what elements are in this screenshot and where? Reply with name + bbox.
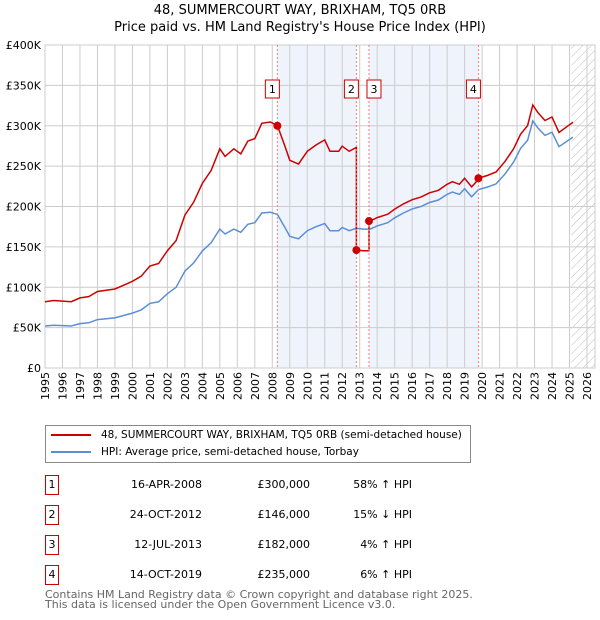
sale-row: 3 12-JUL-2013 £182,000 4% ↑ HPI xyxy=(45,535,445,555)
sale-price: £235,000 xyxy=(257,568,311,581)
sale-point xyxy=(273,121,282,130)
x-tick-label: 2021 xyxy=(494,372,507,400)
legend-swatch xyxy=(51,434,91,436)
sale-point xyxy=(474,174,483,183)
sale-label-box xyxy=(343,79,359,99)
plot-frame xyxy=(44,44,596,369)
x-tick-label: 1998 xyxy=(91,372,104,400)
x-tick-label: 2017 xyxy=(424,372,437,400)
sale-date: 14-OCT-2019 xyxy=(129,568,202,581)
y-tick-label: £250K xyxy=(6,160,42,173)
x-tick-label: 2012 xyxy=(336,372,349,400)
x-tick-label: 2001 xyxy=(144,372,157,400)
y-tick-label: £300K xyxy=(6,120,42,133)
sale-label-box xyxy=(264,79,280,99)
legend-label: HPI: Average price, semi-detached house,… xyxy=(101,446,359,458)
x-tick-label: 2006 xyxy=(231,372,244,400)
x-tick-label: 2025 xyxy=(564,372,577,400)
sale-row: 2 24-OCT-2012 £146,000 15% ↓ HPI xyxy=(45,505,445,525)
price-chart: 1995 1996 1997 1998 1999 2000 2001 2002 2003 2004… xyxy=(6,39,596,400)
x-tick-label: 2009 xyxy=(284,372,297,400)
x-tick-label: 2011 xyxy=(319,372,332,400)
footer-line: Contains HM Land Registry data © Crown c… xyxy=(45,588,473,601)
x-tick-label: 2003 xyxy=(179,372,192,400)
x-tick-label: 1996 xyxy=(56,372,69,400)
x-tick-label: 2015 xyxy=(389,372,402,400)
chart-title: 48, SUMMERCOURT WAY, BRIXHAM, TQ5 0RB xyxy=(153,3,447,18)
chart-subtitle: Price paid vs. HM Land Registry's House … xyxy=(114,20,486,35)
property-line xyxy=(44,103,574,303)
x-tick-label: 2008 xyxy=(266,372,279,400)
sale-number: 4 xyxy=(45,565,59,585)
y-tick-label: £100K xyxy=(6,281,42,294)
legend-label: 48, SUMMERCOURT WAY, BRIXHAM, TQ5 0RB (s… xyxy=(101,429,462,441)
x-tick-label: 2020 xyxy=(476,372,489,400)
y-tick-label: £150K xyxy=(6,241,42,254)
sale-label-box xyxy=(366,79,382,99)
x-tick-label: 2019 xyxy=(459,372,472,400)
sale-label: 3 xyxy=(370,83,377,96)
sale-price: £146,000 xyxy=(257,508,311,521)
x-tick-label: 2024 xyxy=(546,372,559,400)
sale-hpi-diff: 4% ↑ HPI xyxy=(360,538,412,551)
x-tick-label: 1997 xyxy=(74,372,87,400)
x-tick-label: 2007 xyxy=(249,372,262,400)
sale-date: 12-JUL-2013 xyxy=(134,538,202,551)
x-tick-label: 2016 xyxy=(406,372,419,400)
sale-price: £182,000 xyxy=(257,538,311,551)
y-tick-label: £0 xyxy=(27,362,41,375)
x-tick-label: 2000 xyxy=(126,372,139,400)
x-tick-label: 2004 xyxy=(196,372,209,400)
y-tick-label: £400K xyxy=(6,39,42,52)
y-tick-label: £50K xyxy=(13,322,42,335)
x-tick-label: 2005 xyxy=(214,372,227,400)
sale-number: 2 xyxy=(45,505,59,525)
sale-number: 1 xyxy=(45,475,59,495)
sale-label: 1 xyxy=(269,83,276,96)
sale-label: 4 xyxy=(470,83,477,96)
sale-point xyxy=(352,246,361,255)
sale-row: 4 14-OCT-2019 £235,000 6% ↑ HPI xyxy=(45,565,445,585)
legend: 48, SUMMERCOURT WAY, BRIXHAM, TQ5 0RB (s… xyxy=(45,425,471,463)
sale-hpi-diff: 15% ↓ HPI xyxy=(353,508,412,521)
x-tick-label: 2018 xyxy=(441,372,454,400)
legend-item-property: 48, SUMMERCOURT WAY, BRIXHAM, TQ5 0RB (s… xyxy=(51,429,462,441)
y-tick-label: £200K xyxy=(6,201,42,214)
x-tick-label: 2023 xyxy=(529,372,542,400)
sale-row: 1 16-APR-2008 £300,000 58% ↑ HPI xyxy=(45,475,445,495)
sale-point xyxy=(364,217,373,226)
x-tick-label: 2026 xyxy=(581,372,594,400)
hpi-line xyxy=(44,119,574,327)
x-tick-label: 1999 xyxy=(109,372,122,400)
sale-date: 24-OCT-2012 xyxy=(129,508,202,521)
x-tick-label: 1995 xyxy=(39,372,52,400)
sale-number: 3 xyxy=(45,535,59,555)
sale-hpi-diff: 58% ↑ HPI xyxy=(353,478,412,491)
x-tick-label: 2014 xyxy=(371,372,384,400)
sale-date: 16-APR-2008 xyxy=(130,478,202,491)
x-tick-label: 2010 xyxy=(301,372,314,400)
x-tick-label: 2002 xyxy=(161,372,174,400)
footer-line: This data is licensed under the Open Gov… xyxy=(45,598,396,611)
legend-swatch xyxy=(51,451,91,453)
sale-label: 2 xyxy=(348,83,355,96)
y-tick-label: £350K xyxy=(6,79,42,92)
x-tick-label: 2013 xyxy=(354,372,367,400)
sale-label-box xyxy=(465,79,481,99)
footer: Contains HM Land Registry data © Crown c… xyxy=(45,588,473,611)
legend-item-hpi: HPI: Average price, semi-detached house,… xyxy=(51,446,359,458)
sale-price: £300,000 xyxy=(257,478,311,491)
sale-hpi-diff: 6% ↑ HPI xyxy=(360,568,412,581)
x-tick-label: 2022 xyxy=(511,372,524,400)
